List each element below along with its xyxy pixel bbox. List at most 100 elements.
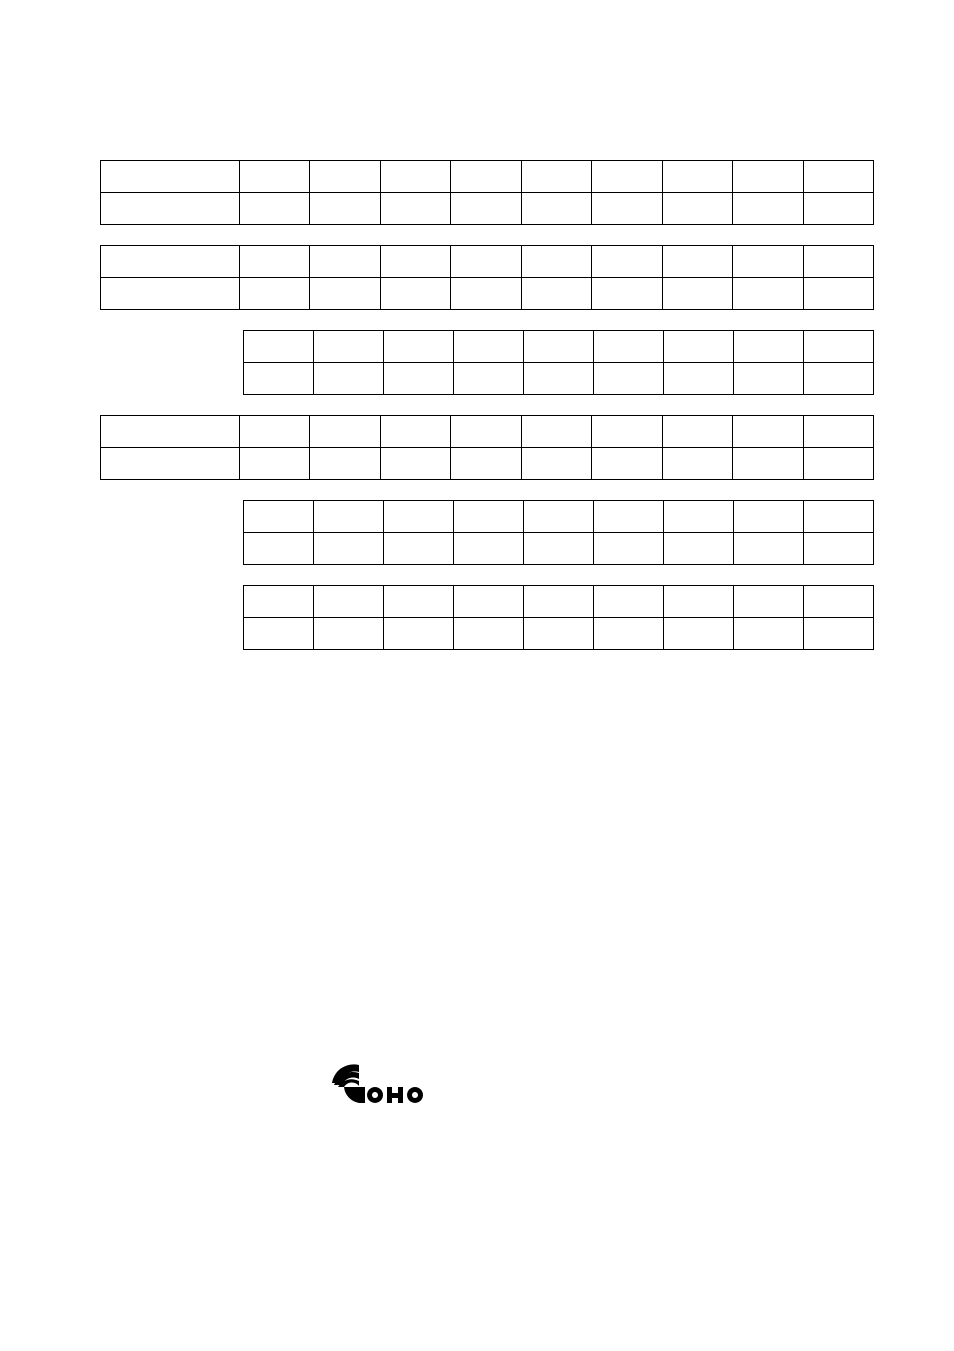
cell: [314, 586, 384, 618]
cell: [734, 331, 804, 363]
cell: [594, 533, 664, 565]
cell: [521, 246, 591, 278]
cell: [244, 533, 314, 565]
cell: [524, 501, 594, 533]
cell: [101, 448, 240, 480]
cell: [454, 586, 524, 618]
cell: [310, 278, 380, 310]
cell: [594, 501, 664, 533]
cell: [384, 533, 454, 565]
table-row: [101, 448, 874, 480]
cell: [244, 363, 314, 395]
cell: [239, 161, 309, 193]
cell: [524, 586, 594, 618]
cell: [239, 278, 309, 310]
cell: [244, 586, 314, 618]
table-2: [100, 245, 874, 310]
cell: [594, 331, 664, 363]
cell: [664, 331, 734, 363]
cell: [310, 416, 380, 448]
table-row: [244, 501, 874, 533]
cell: [451, 416, 521, 448]
cell: [521, 161, 591, 193]
cell: [380, 448, 450, 480]
cell: [384, 586, 454, 618]
cell: [521, 448, 591, 480]
cell: [664, 363, 734, 395]
cell: [664, 501, 734, 533]
cell: [803, 416, 873, 448]
cell: [239, 448, 309, 480]
cell: [521, 193, 591, 225]
cell: [454, 331, 524, 363]
document-page: TOHO: [0, 0, 954, 1351]
cell: [733, 448, 803, 480]
table-4: [100, 415, 874, 480]
table-row: [244, 363, 874, 395]
cell: [734, 501, 804, 533]
cell: [664, 618, 734, 650]
toho-logo-icon: TOHO: [332, 1063, 442, 1107]
table-row: [101, 161, 874, 193]
cell: [733, 278, 803, 310]
cell: [384, 363, 454, 395]
cell: [244, 618, 314, 650]
cell: [592, 193, 662, 225]
cell: [454, 533, 524, 565]
cell: [594, 586, 664, 618]
cell: [592, 416, 662, 448]
cell: [733, 416, 803, 448]
cell: [239, 193, 309, 225]
cell: [310, 448, 380, 480]
cell: [804, 586, 874, 618]
cell: [101, 246, 240, 278]
cell: [804, 331, 874, 363]
cell: [734, 363, 804, 395]
cell: [521, 278, 591, 310]
table-6: [243, 585, 874, 650]
cell: [734, 586, 804, 618]
cell: [664, 533, 734, 565]
cell: [384, 618, 454, 650]
cell: [451, 278, 521, 310]
cell: [804, 501, 874, 533]
cell: [803, 246, 873, 278]
cell: [734, 533, 804, 565]
cell: [733, 246, 803, 278]
cell: [314, 501, 384, 533]
cell: [803, 193, 873, 225]
cell: [664, 586, 734, 618]
table-row: [101, 278, 874, 310]
cell: [524, 363, 594, 395]
cell: [524, 331, 594, 363]
cell: [314, 331, 384, 363]
cell: [454, 501, 524, 533]
table-row: [101, 193, 874, 225]
cell: [592, 278, 662, 310]
cell: [314, 533, 384, 565]
cell: [803, 278, 873, 310]
cell: [733, 193, 803, 225]
table-row: [244, 586, 874, 618]
cell: [734, 618, 804, 650]
cell: [524, 533, 594, 565]
cell: [524, 618, 594, 650]
cell: [521, 416, 591, 448]
cell: [384, 501, 454, 533]
cell: [454, 618, 524, 650]
cell: [380, 161, 450, 193]
table-3: [243, 330, 874, 395]
cell: [244, 501, 314, 533]
cell: [451, 161, 521, 193]
cell: [803, 448, 873, 480]
cell: [380, 246, 450, 278]
cell: [451, 246, 521, 278]
cell: [733, 161, 803, 193]
cell: [592, 448, 662, 480]
cell: [239, 246, 309, 278]
cell: [662, 246, 732, 278]
cell: [662, 448, 732, 480]
cell: [803, 161, 873, 193]
cell: [662, 416, 732, 448]
cell: [804, 618, 874, 650]
